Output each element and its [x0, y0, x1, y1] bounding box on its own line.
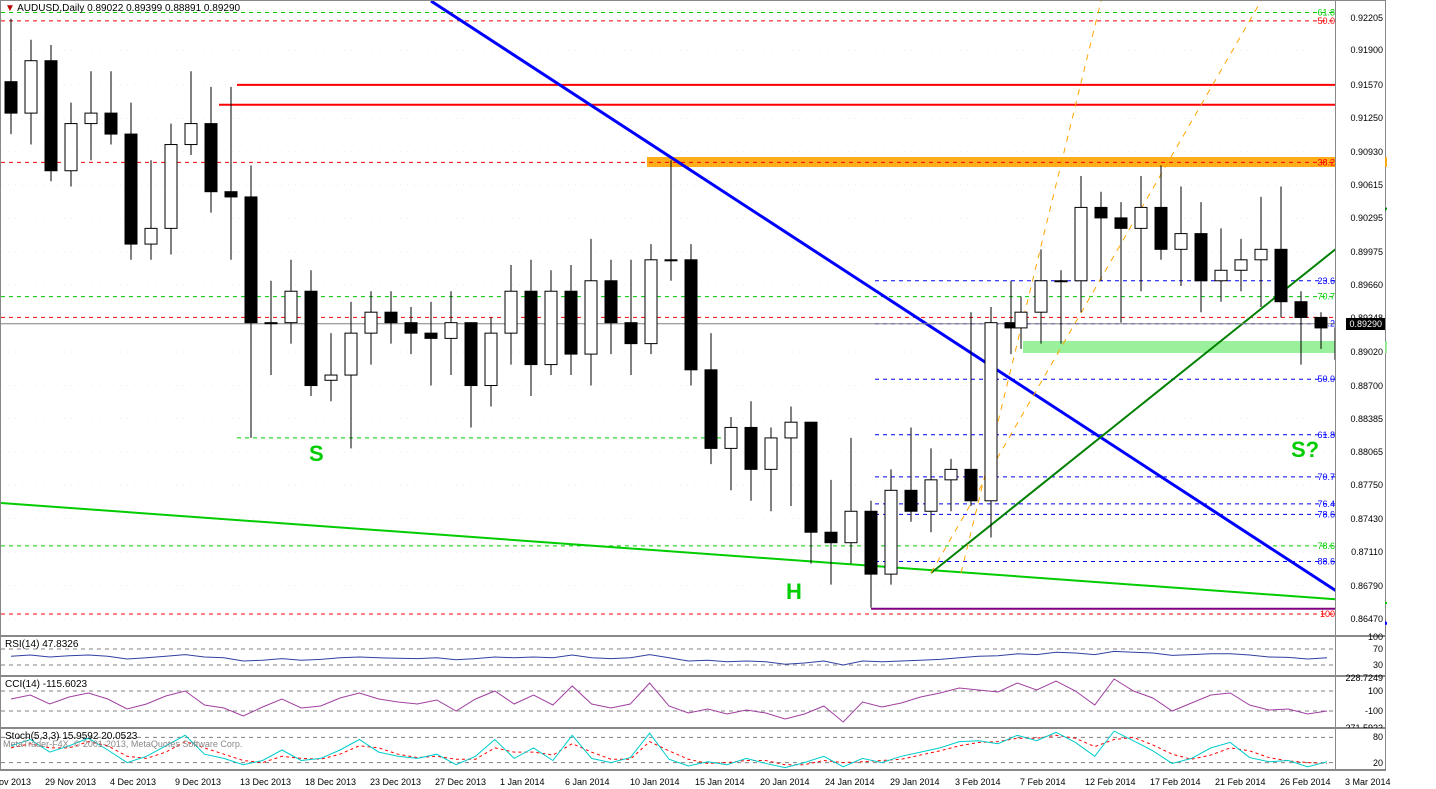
svg-text:H: H [786, 579, 802, 604]
rsi-axis: 1007030 [1335, 637, 1385, 675]
cci-label: CCI(14) -115.6023 [5, 679, 87, 690]
svg-text:S?: S? [1291, 437, 1319, 462]
svg-text:78.6: 78.6 [1317, 541, 1335, 551]
stoch-canvas [1, 729, 1387, 771]
rsi-canvas [1, 637, 1387, 677]
svg-text:S: S [309, 441, 324, 466]
cci-canvas [1, 677, 1387, 729]
stoch-panel[interactable]: Stoch(5,3,3) 15.9592 20.0523 8020 MetaTr… [0, 728, 1386, 770]
svg-text:70.7: 70.7 [1317, 292, 1335, 302]
copyright: MetaTrader-F4X, © 2001-2013, MetaQuotes … [3, 739, 242, 749]
chart-canvas: 50.061.838.223.670.738.250.061.870.776.4… [1, 1, 1387, 637]
svg-text:78.6: 78.6 [1317, 509, 1335, 519]
rsi-label: RSI(14) 47.8326 [5, 639, 78, 650]
cci-panel[interactable]: CCI(14) -115.6023 228.7249100-100-271.59… [0, 676, 1386, 728]
chart-title: ▼ AUDUSD,Daily 0.89022 0.89399 0.88891 0… [5, 3, 240, 14]
stoch-axis: 8020 [1335, 729, 1385, 769]
svg-text:61.8: 61.8 [1317, 430, 1335, 440]
rsi-panel[interactable]: RSI(14) 47.8326 1007030 [0, 636, 1386, 676]
svg-text:50.0: 50.0 [1317, 374, 1335, 384]
svg-text:70.7: 70.7 [1317, 472, 1335, 482]
date-axis: 25 Nov 201329 Nov 20134 Dec 20139 Dec 20… [0, 770, 1386, 789]
cci-axis: 228.7249100-100-271.5922 [1335, 677, 1385, 727]
svg-text:100: 100 [1320, 609, 1335, 619]
svg-text:76.4: 76.4 [1317, 499, 1335, 509]
svg-text:88.6: 88.6 [1317, 557, 1335, 567]
main-chart[interactable]: ▼ AUDUSD,Daily 0.89022 0.89399 0.88891 0… [0, 0, 1386, 636]
svg-text:23.6: 23.6 [1317, 276, 1335, 286]
price-axis: 0.922050.919000.915700.912500.909300.906… [1335, 1, 1385, 635]
svg-text:38.2: 38.2 [1317, 157, 1335, 167]
svg-text:61.8: 61.8 [1317, 8, 1335, 18]
